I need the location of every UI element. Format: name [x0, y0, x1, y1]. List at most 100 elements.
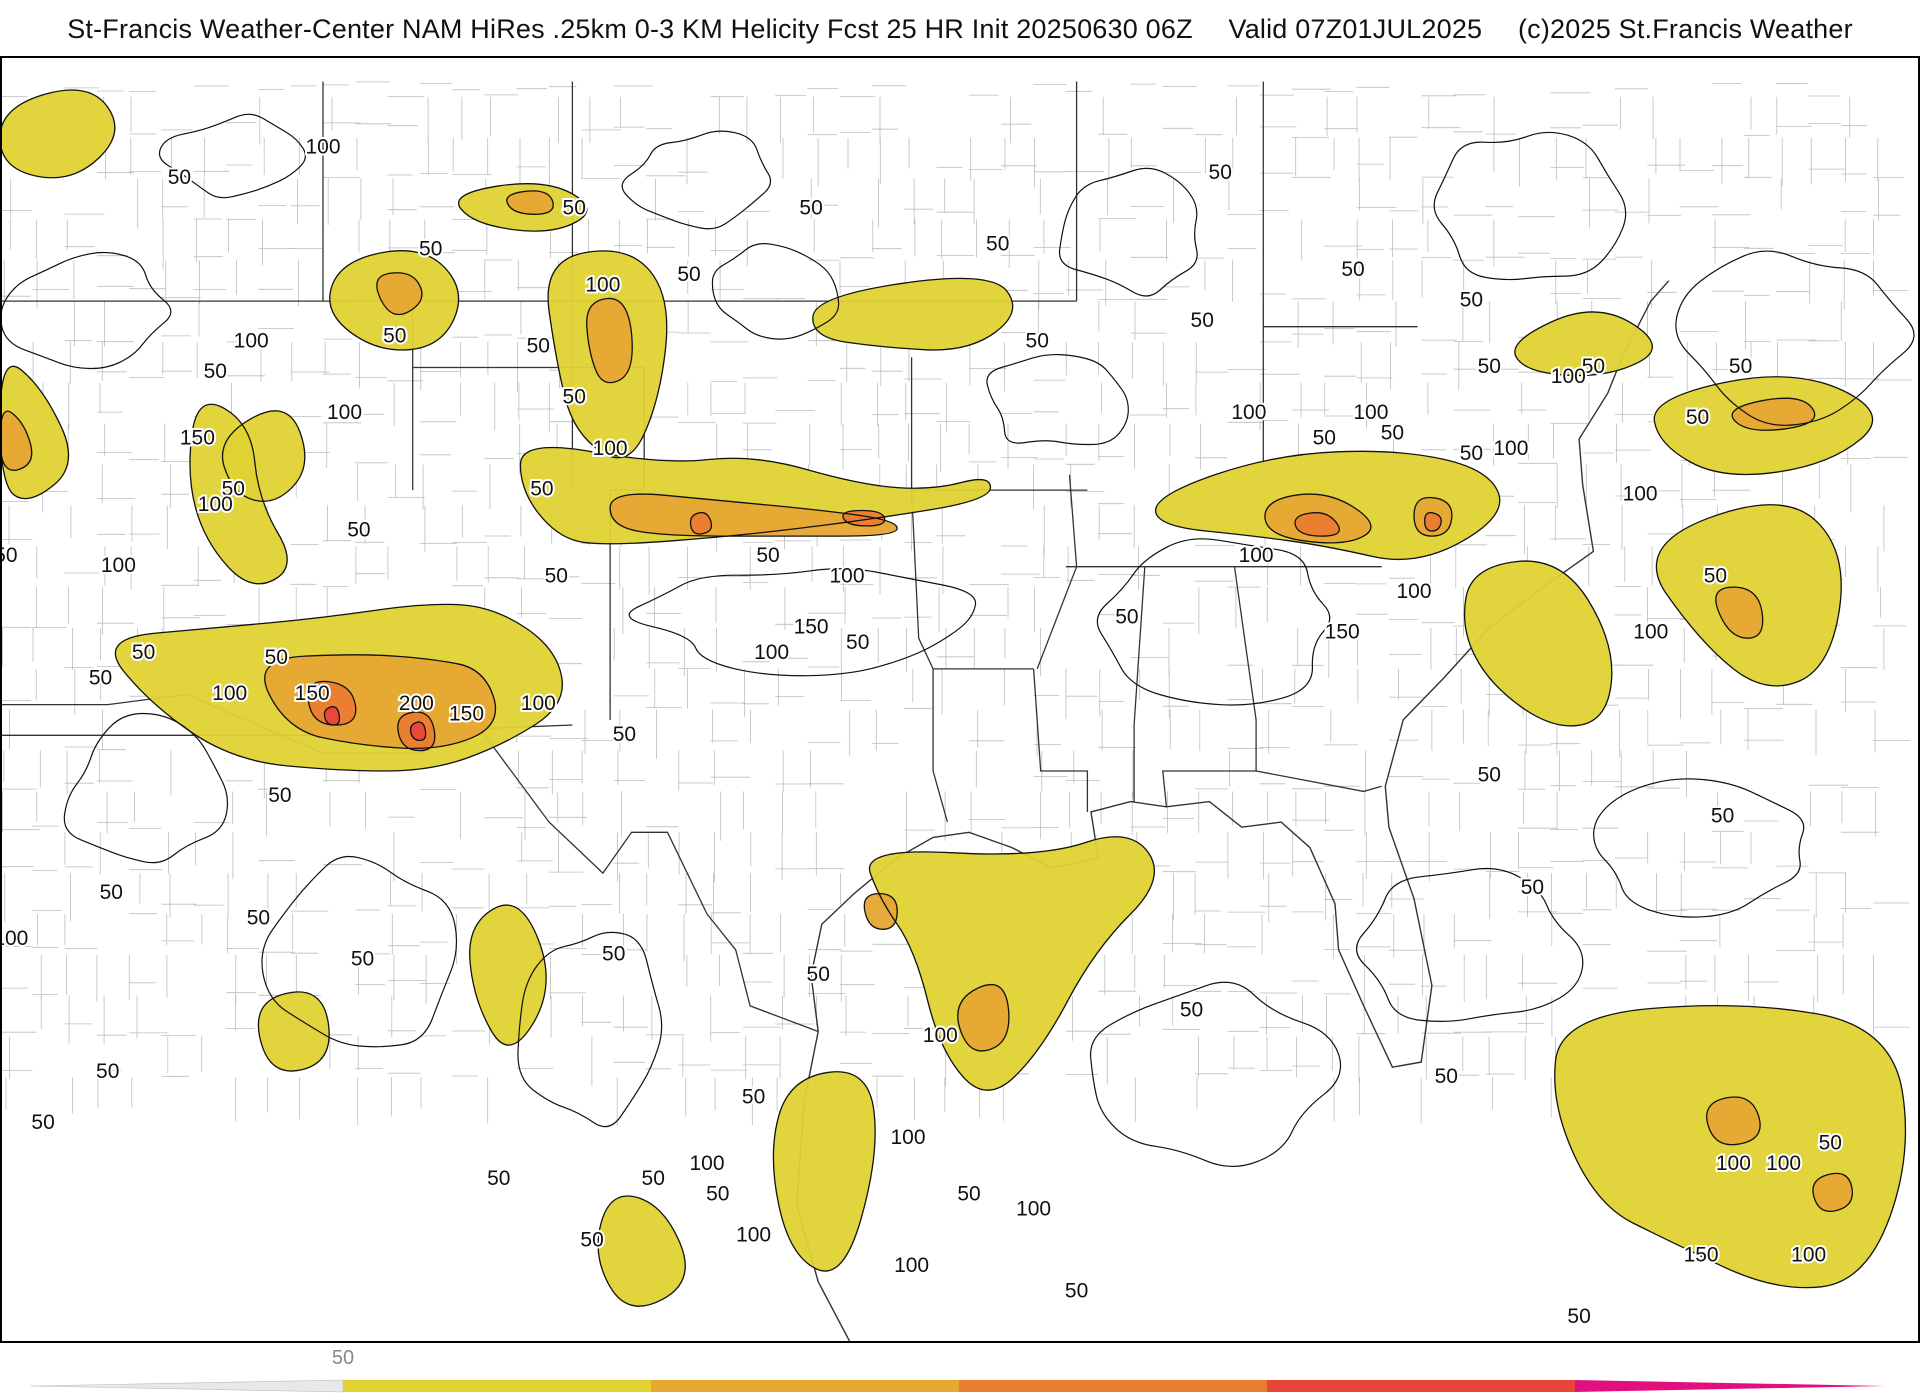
helicity-fill-100: [264, 654, 496, 749]
helicity-contour-50: [1514, 311, 1653, 377]
colorbar-segment: [959, 1380, 1267, 1392]
helicity-contour-50: [812, 277, 1014, 351]
helicity-contour-100: [863, 892, 898, 930]
contour-label: 50: [1819, 1131, 1842, 1154]
contour-label: 50: [957, 1182, 980, 1205]
contour-label: 100: [1016, 1198, 1051, 1221]
contour-label: 50: [1115, 605, 1138, 628]
contour-label: 100: [754, 641, 789, 664]
contour-label: 50: [799, 197, 822, 220]
contour-label: 50: [89, 667, 112, 690]
contour-label: 50: [1460, 289, 1483, 312]
coastline: [810, 280, 1670, 1068]
title-main: St-Francis Weather-Center NAM HiRes .25k…: [67, 14, 1193, 44]
state-border: [910, 357, 949, 823]
helicity-fill-100: [1812, 1173, 1853, 1212]
contour-label: 100: [521, 692, 556, 715]
colorbar: 50: [29, 1347, 1885, 1393]
helicity-fill-50: [0, 90, 115, 178]
map-border: [0, 56, 1920, 1343]
helicity-fill-100: [1715, 587, 1763, 639]
colorbar-over-arrow: [1575, 1380, 1885, 1392]
contour-label: 50: [222, 478, 245, 501]
helicity-contour-100: [376, 272, 423, 316]
helicity-contour-50: [469, 904, 547, 1046]
contour-label: 50: [846, 631, 869, 654]
helicity-fill-50: [258, 991, 330, 1072]
contour-label: 50: [1313, 427, 1336, 450]
contour-label: 100: [212, 682, 247, 705]
contour-label: 50: [563, 197, 586, 220]
helicity-fill-50: [1514, 311, 1653, 376]
contour-label: 50: [204, 360, 227, 383]
contour-label: 50: [1341, 258, 1364, 281]
state-border: [1032, 668, 1089, 812]
contour-label: 100: [1493, 437, 1528, 460]
contour-label: 50: [1191, 309, 1214, 332]
contour-label: 100: [1231, 401, 1266, 424]
contour-label: 50: [677, 263, 700, 286]
contour-label: 150: [180, 427, 215, 450]
contour-label: 50: [742, 1085, 765, 1108]
helicity-fill-100: [586, 298, 633, 383]
helicity-contour-50: [1096, 538, 1331, 706]
helicity-contour-50: [458, 183, 588, 232]
contour-label: 100: [1791, 1244, 1826, 1267]
helicity-fill-50: [869, 836, 1155, 1091]
helicity-contour-50: [621, 130, 772, 230]
helicity-contour-100: [1715, 586, 1764, 639]
helicity-contour-50: [517, 931, 663, 1128]
colorbar-segment: [1267, 1380, 1575, 1392]
helicity-contour-50: [711, 243, 840, 340]
helicity-contour-50: [329, 250, 460, 351]
contour-label: 150: [1684, 1244, 1719, 1267]
helicity-contour-50: [1593, 778, 1805, 918]
helicity-contour-200: [409, 721, 427, 742]
helicity-fill-150: [1424, 512, 1442, 531]
helicity-contour-100: [264, 654, 497, 750]
helicity-contour-200: [323, 706, 341, 726]
state-border: [1133, 566, 1146, 802]
contour-label: 50: [1521, 876, 1544, 899]
contour-label: 50: [602, 942, 625, 965]
contour-label: 50: [756, 544, 779, 567]
helicity-fill: [0, 90, 1906, 1307]
contour-label: 50: [487, 1167, 510, 1190]
contour-label: 50: [1065, 1279, 1088, 1302]
contour-label: 100: [101, 554, 136, 577]
contour-label: 200: [399, 692, 434, 715]
contour-label: 50: [1460, 442, 1483, 465]
contour-label: 50: [1582, 355, 1605, 378]
contour-label: 150: [295, 682, 330, 705]
helicity-fill-50: [812, 278, 1013, 350]
helicity-contours: [0, 89, 1915, 1307]
contour-label: 50: [96, 1060, 119, 1083]
colorbar-segments: [29, 1379, 1885, 1393]
contour-label: 100: [736, 1223, 771, 1246]
helicity-contour-100: [1413, 496, 1453, 537]
helicity-fill-100: [1732, 398, 1815, 431]
helicity-contour-150: [1424, 511, 1442, 532]
contour-label: 100: [1633, 621, 1668, 644]
contour-label: 100: [0, 927, 28, 950]
helicity-fill-50: [773, 1071, 876, 1272]
helicity-contour-50: [158, 113, 306, 199]
helicity-contour-50: [1653, 376, 1874, 476]
contour-label: 100: [1766, 1152, 1801, 1175]
helicity-contour-50: [519, 446, 992, 545]
contour-label: 50: [168, 166, 191, 189]
helicity-fill-50: [598, 1195, 686, 1307]
contour-label: 100: [829, 564, 864, 587]
helicity-contour-50: [1463, 560, 1613, 727]
helicity-contour-50: [221, 410, 306, 502]
helicity-fill-50: [469, 905, 547, 1046]
helicity-contour-50: [628, 568, 977, 677]
contour-label: 50: [1686, 406, 1709, 429]
helicity-contour-50: [257, 991, 330, 1072]
contour-label: 50: [419, 238, 442, 261]
helicity-contour-50: [1433, 131, 1627, 281]
helicity-contour-50: [986, 353, 1129, 446]
helicity-fill-200: [410, 721, 426, 741]
contour-label: 100: [1716, 1152, 1751, 1175]
helicity-fill-100: [1706, 1096, 1761, 1145]
